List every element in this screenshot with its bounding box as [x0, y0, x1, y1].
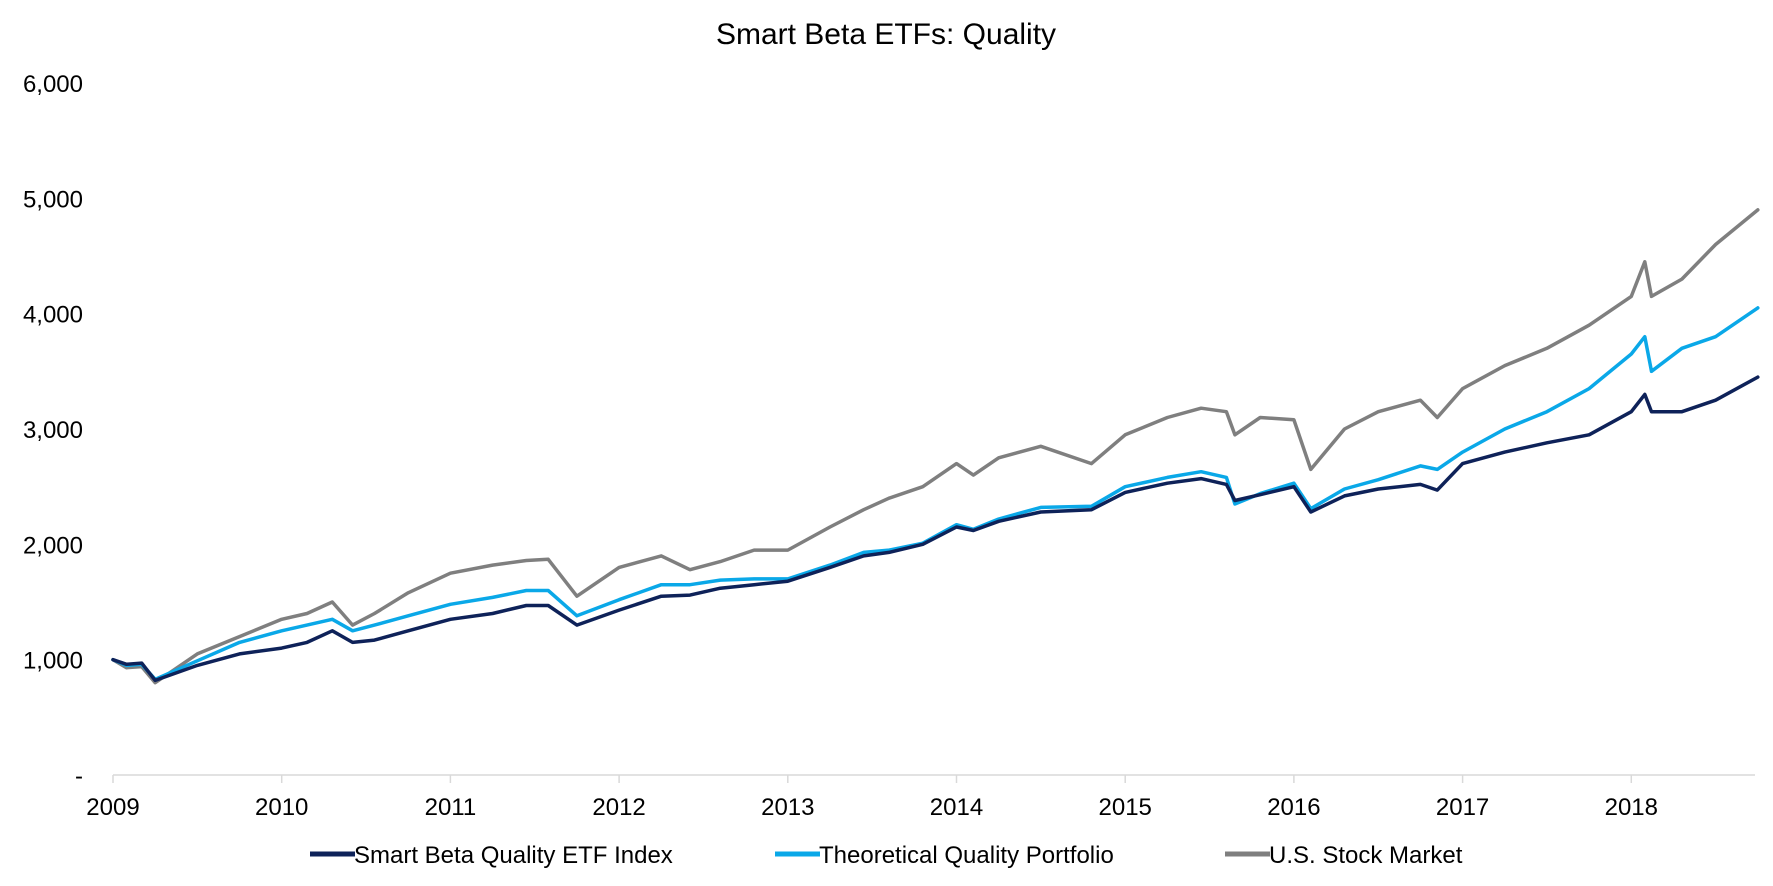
y-tick-label: 1,000 — [23, 648, 83, 675]
y-tick-label: 5,000 — [23, 186, 83, 213]
y-axis: - 1,000 2,000 3,000 4,000 5,000 6,000 — [23, 71, 83, 790]
legend-label-1: Theoretical Quality Portfolio — [819, 842, 1114, 869]
series-line-0 — [111, 375, 1760, 683]
y-tick-label: 3,000 — [23, 417, 83, 444]
y-tick-label: - — [75, 763, 83, 790]
series-line-2 — [111, 208, 1760, 685]
x-tick-label: 2014 — [930, 794, 983, 821]
y-tick-label: 6,000 — [23, 71, 83, 98]
y-tick-label: 4,000 — [23, 302, 83, 329]
x-tick-label: 2011 — [425, 794, 477, 821]
x-tick-label: 2010 — [255, 794, 308, 821]
chart-title: Smart Beta ETFs: Quality — [716, 18, 1056, 51]
x-tick-label: 2016 — [1267, 794, 1320, 821]
x-tick-label: 2017 — [1436, 794, 1489, 821]
x-tick-label: 2013 — [761, 794, 814, 821]
plot-area — [111, 208, 1760, 685]
legend-label-2: U.S. Stock Market — [1269, 842, 1463, 869]
x-tick-label: 2015 — [1099, 794, 1152, 821]
y-tick-label: 2,000 — [23, 532, 83, 559]
legend-label-0: Smart Beta Quality ETF Index — [354, 842, 673, 869]
x-tick-label: 2009 — [86, 794, 139, 821]
x-tick-label: 2018 — [1605, 794, 1658, 821]
x-tick-label: 2012 — [592, 794, 645, 821]
x-axis: 2009 2010 2011 2012 2013 2014 2015 2016 2017 2018 — [86, 775, 1658, 821]
legend: Smart Beta Quality ETF Index Theoretical … — [310, 842, 1463, 869]
